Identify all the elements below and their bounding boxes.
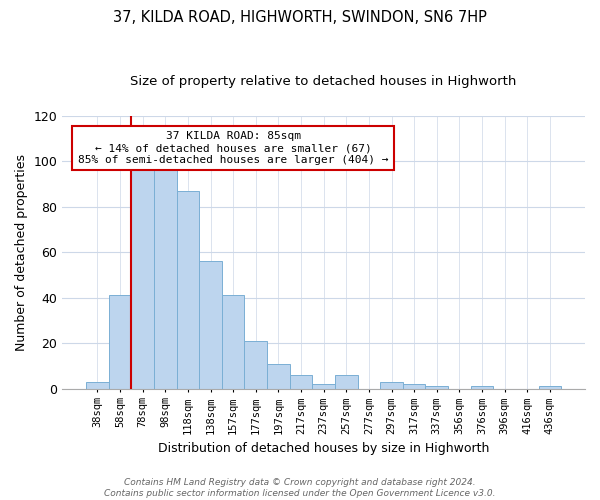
Text: 37 KILDA ROAD: 85sqm
← 14% of detached houses are smaller (67)
85% of semi-detac: 37 KILDA ROAD: 85sqm ← 14% of detached h… (78, 132, 388, 164)
Bar (380, 382, 403, 388)
X-axis label: Distribution of detached houses by size in Highworth: Distribution of detached houses by size … (158, 442, 490, 455)
Bar (109, 296, 131, 388)
Bar (335, 375, 358, 388)
Text: Contains HM Land Registry data © Crown copyright and database right 2024.
Contai: Contains HM Land Registry data © Crown c… (104, 478, 496, 498)
Bar (176, 190, 199, 388)
Bar (539, 386, 561, 388)
Bar (199, 261, 222, 388)
Bar (267, 364, 290, 388)
Text: 37, KILDA ROAD, HIGHWORTH, SWINDON, SN6 7HP: 37, KILDA ROAD, HIGHWORTH, SWINDON, SN6 … (113, 10, 487, 25)
Bar (403, 384, 425, 388)
Bar (154, 170, 176, 388)
Bar (471, 386, 493, 388)
Bar (222, 296, 244, 388)
Bar (244, 341, 267, 388)
Title: Size of property relative to detached houses in Highworth: Size of property relative to detached ho… (130, 75, 517, 88)
Bar (86, 382, 109, 388)
Bar (425, 386, 448, 388)
Bar (313, 384, 335, 388)
Bar (290, 375, 313, 388)
Bar (131, 161, 154, 388)
Y-axis label: Number of detached properties: Number of detached properties (15, 154, 28, 350)
